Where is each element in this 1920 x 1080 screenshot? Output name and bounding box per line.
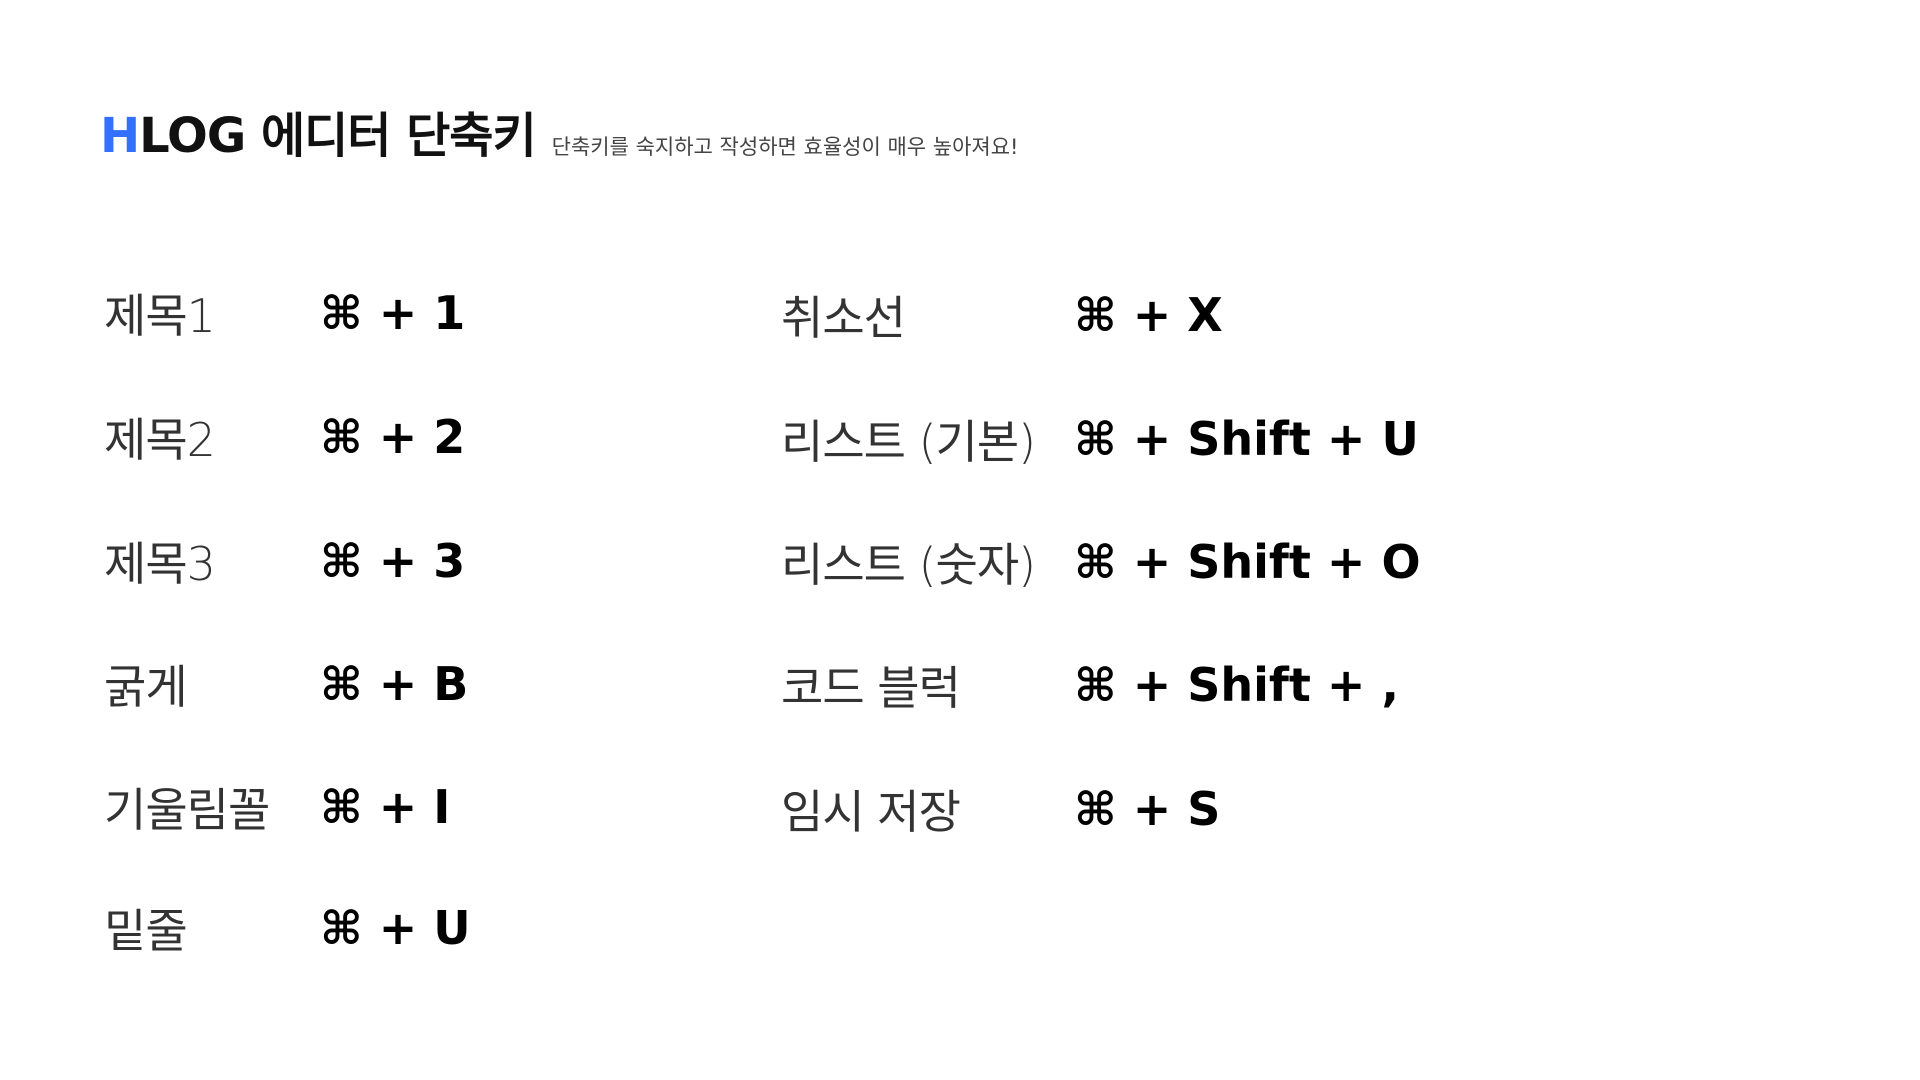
page-header: HLOG 에디터 단축키 단축키를 숙지하고 작성하면 효율성이 매우 높아져요… [100,108,1018,164]
shortcut-row-temp-save: 임시 저장 ⌘ + S [781,774,1220,844]
shortcut-row-bold: 굵게 ⌘ + B [104,649,468,719]
shortcut-keys: ⌘ + S [1074,782,1221,836]
page-subtitle: 단축키를 숙지하고 작성하면 효율성이 매우 높아져요! [551,135,1019,159]
shortcut-label: 제목1 [104,289,216,343]
shortcut-row-strikethrough: 취소선 ⌘ + X [781,280,1223,350]
shortcut-label: 리스트 (기본) [781,415,1036,469]
shortcut-keys: ⌘ + U [320,901,471,955]
shortcut-keys: ⌘ + Shift + O [1074,535,1421,589]
shortcut-keys: ⌘ + Shift + , [1074,658,1399,712]
shortcut-row-numbered-list: 리스트 (숫자) ⌘ + Shift + O [781,527,1421,597]
shortcut-label: 취소선 [781,291,906,345]
shortcut-row-italic: 기울림꼴 ⌘ + I [104,772,450,842]
shortcut-label: 기울림꼴 [104,783,270,837]
shortcut-label: 밑줄 [104,904,188,958]
title-text: LOG 에디터 단축키 [139,108,536,164]
shortcut-row-heading2: 제목2 ⌘ + 2 [104,402,465,472]
shortcut-keys: ⌘ + X [1074,288,1223,342]
shortcut-keys: ⌘ + 3 [320,534,466,588]
shortcut-row-heading1: 제목1 ⌘ + 1 [104,278,465,348]
shortcut-keys: ⌘ + 2 [320,410,466,464]
shortcut-row-underline: 밑줄 ⌘ + U [104,893,471,963]
shortcut-row-code-block: 코드 블럭 ⌘ + Shift + , [781,650,1399,720]
shortcut-label: 임시 저장 [781,785,961,839]
shortcut-keys: ⌘ + Shift + U [1074,412,1419,466]
shortcut-label: 리스트 (숫자) [781,538,1036,592]
shortcut-label: 제목3 [104,537,216,591]
shortcut-keys: ⌘ + B [320,657,469,711]
shortcut-label: 제목2 [104,413,216,467]
shortcut-keys: ⌘ + 1 [320,286,466,340]
shortcut-keys: ⌘ + I [320,780,451,834]
shortcut-row-bullet-list: 리스트 (기본) ⌘ + Shift + U [781,404,1419,474]
shortcut-label: 굵게 [104,660,188,714]
shortcut-row-heading3: 제목3 ⌘ + 3 [104,526,465,596]
title-accent-letter: H [100,108,140,164]
shortcut-label: 코드 블럭 [781,661,961,715]
page-title: HLOG 에디터 단축키 [100,108,537,164]
